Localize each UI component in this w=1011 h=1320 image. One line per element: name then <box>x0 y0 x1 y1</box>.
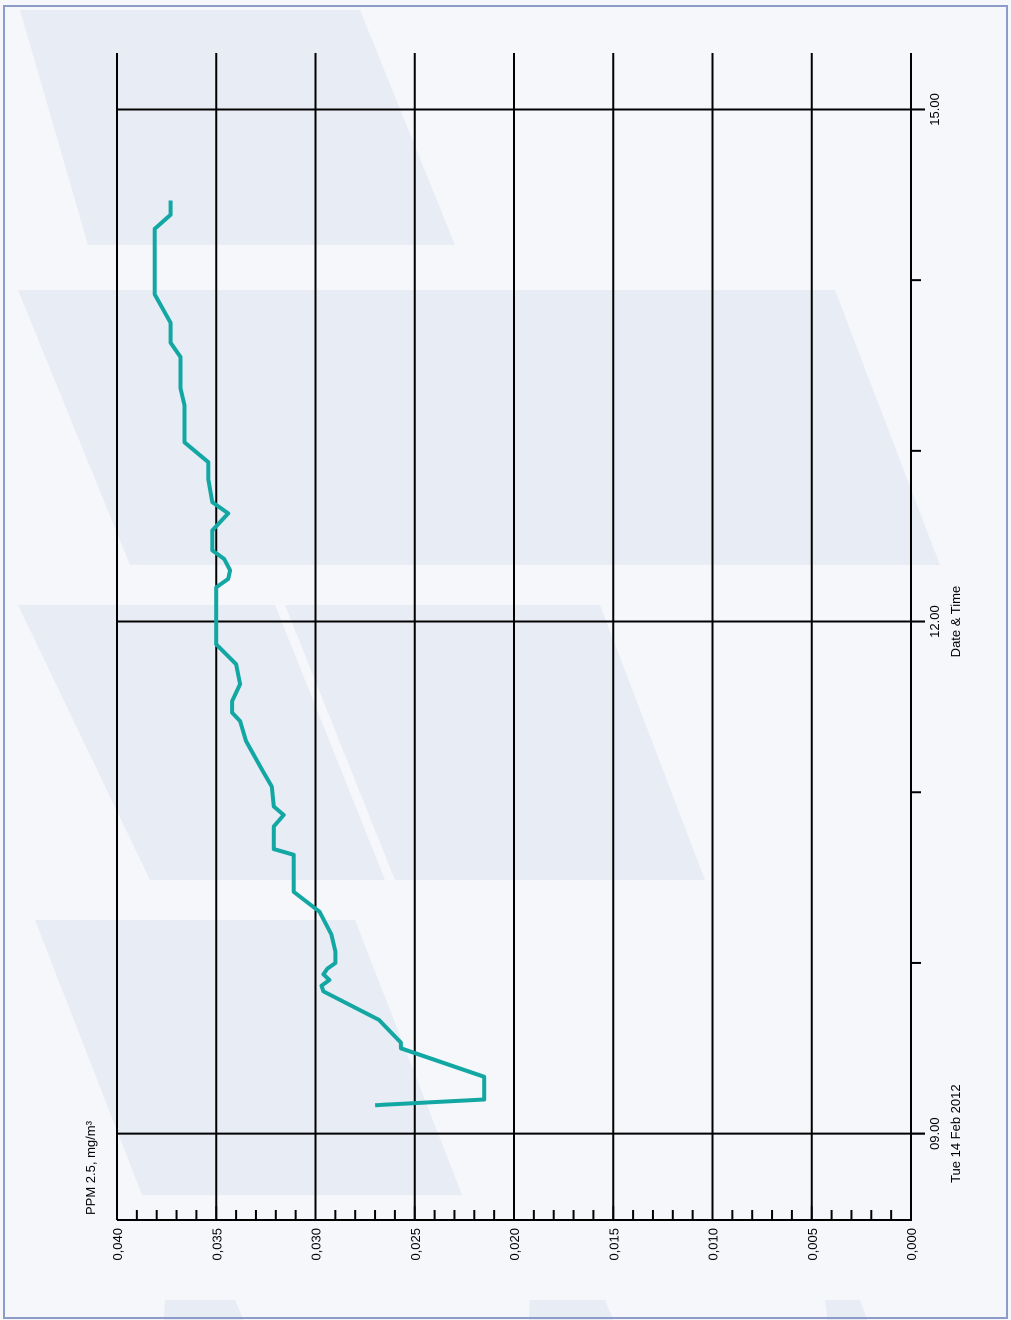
value-tick-label: 0,040 <box>110 1228 125 1261</box>
background-band <box>515 290 940 565</box>
y-axis-title: PPM 2.5, mg/m³ <box>83 1120 98 1215</box>
value-tick-label: 0,025 <box>408 1228 423 1261</box>
page-frame <box>3 5 1008 1319</box>
series-line <box>152 200 487 1108</box>
date-label: Tue 14 Feb 2012 <box>948 1084 963 1183</box>
background-band <box>285 605 705 880</box>
value-tick-label: 0,035 <box>209 1228 224 1261</box>
axes: 0,000 0,005 0,010 0,015 0,020 0,025 0,030 0,035… <box>110 53 942 1261</box>
value-tick-label: 0,015 <box>606 1228 621 1261</box>
labels: PPM 2.5, mg/m³ Date & Time Tue 14 Feb 20… <box>83 586 963 1215</box>
time-tick-label: 12.00 <box>927 605 942 638</box>
value-tick-label: 0,030 <box>309 1228 324 1261</box>
background-band <box>20 10 455 245</box>
x-axis-title: Date & Time <box>948 586 963 658</box>
background-band <box>825 1300 868 1320</box>
value-tick-label: 0,010 <box>706 1228 721 1261</box>
time-tick-label: 09.00 <box>927 1117 942 1150</box>
background-band <box>35 920 462 1195</box>
background-bands <box>18 10 940 1320</box>
background-band <box>18 605 385 880</box>
value-tick-label: 0,000 <box>904 1228 919 1261</box>
background-band <box>18 290 620 565</box>
background-band <box>163 1300 244 1320</box>
time-tick-label: 15.00 <box>927 93 942 126</box>
background-band <box>528 1300 614 1320</box>
series <box>152 200 487 1108</box>
value-tick-label: 0,020 <box>507 1228 522 1261</box>
value-tick-label: 0,005 <box>805 1228 820 1261</box>
